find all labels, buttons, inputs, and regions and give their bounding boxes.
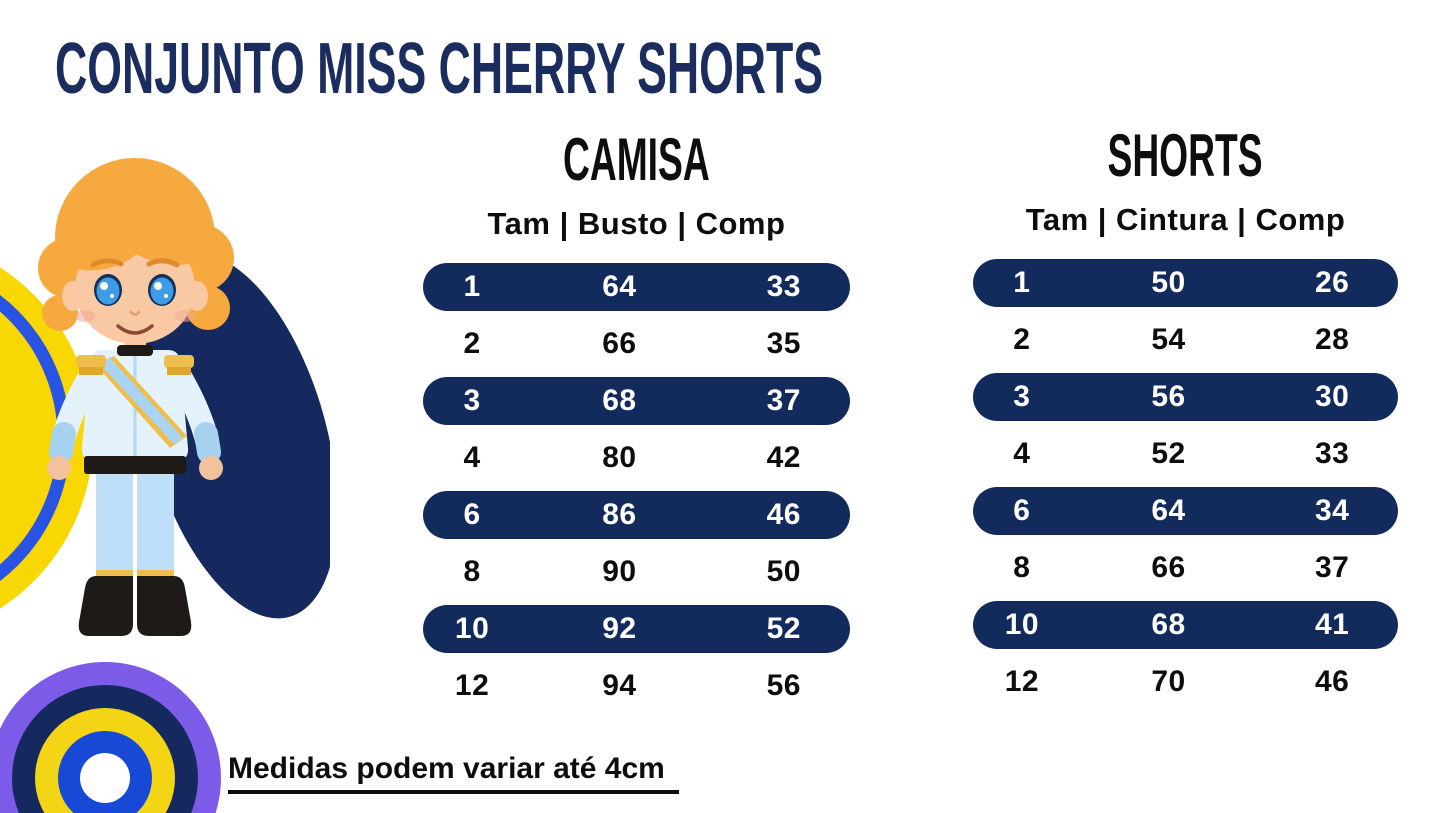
cintura-cell: 54 bbox=[1151, 322, 1186, 356]
tam-cell: 1 bbox=[1013, 265, 1031, 299]
table-row: 3 56 30 bbox=[973, 372, 1398, 421]
comp-cell: 35 bbox=[766, 326, 801, 360]
table-row: 8 66 37 bbox=[973, 539, 1398, 596]
comp-cell: 41 bbox=[1314, 607, 1350, 641]
tam-cell: 10 bbox=[1004, 607, 1040, 641]
tam-cell: 8 bbox=[1013, 550, 1031, 584]
rainbow-icon bbox=[0, 662, 221, 813]
table-row: 4 80 42 bbox=[423, 429, 850, 486]
cintura-cell: 50 bbox=[1151, 265, 1186, 299]
measurement-disclaimer: Medidas podem variar até 4cm bbox=[228, 752, 679, 794]
table-row: 3 68 37 bbox=[423, 376, 850, 425]
camisa-rows: 1 64 33 2 66 35 3 68 37 4 80 42 6 86 bbox=[423, 258, 850, 714]
tam-cell: 12 bbox=[1004, 664, 1040, 698]
table-row: 2 66 35 bbox=[423, 315, 850, 372]
table-row: 12 70 46 bbox=[973, 653, 1398, 710]
comp-cell: 42 bbox=[766, 440, 801, 474]
cintura-cell: 52 bbox=[1151, 436, 1186, 470]
comp-cell: 30 bbox=[1314, 379, 1350, 413]
busto-cell: 66 bbox=[602, 326, 637, 360]
busto-cell: 92 bbox=[602, 611, 637, 645]
tam-cell: 4 bbox=[1013, 436, 1031, 470]
cintura-cell: 56 bbox=[1151, 379, 1186, 413]
prince-boy-icon bbox=[0, 158, 338, 636]
prince-character-illustration bbox=[0, 118, 338, 663]
table-row: 10 92 52 bbox=[423, 604, 850, 653]
table-row: 1 50 26 bbox=[973, 258, 1398, 307]
shorts-heading: SHORTS bbox=[1107, 121, 1264, 189]
comp-cell: 37 bbox=[1314, 550, 1350, 584]
tam-cell: 6 bbox=[463, 497, 481, 531]
busto-cell: 90 bbox=[602, 554, 637, 588]
tam-cell: 3 bbox=[463, 383, 481, 417]
tam-cell: 2 bbox=[1013, 322, 1031, 356]
comp-cell: 28 bbox=[1314, 322, 1350, 356]
table-row: 6 86 46 bbox=[423, 490, 850, 539]
tam-cell: 10 bbox=[454, 611, 490, 645]
table-row: 2 54 28 bbox=[973, 311, 1398, 368]
tam-cell: 1 bbox=[463, 269, 481, 303]
cintura-cell: 70 bbox=[1151, 664, 1186, 698]
comp-cell: 56 bbox=[766, 668, 801, 702]
comp-cell: 46 bbox=[766, 497, 801, 531]
tam-cell: 12 bbox=[454, 668, 490, 702]
shorts-rows: 1 50 26 2 54 28 3 56 30 4 52 33 6 64 bbox=[973, 254, 1398, 710]
comp-cell: 34 bbox=[1314, 493, 1350, 527]
table-row: 6 64 34 bbox=[973, 486, 1398, 535]
busto-cell: 94 bbox=[602, 668, 637, 702]
rainbow-arch-illustration bbox=[0, 640, 238, 813]
comp-cell: 46 bbox=[1314, 664, 1350, 698]
table-row: 12 94 56 bbox=[423, 657, 850, 714]
table-row: 4 52 33 bbox=[973, 425, 1398, 482]
tam-cell: 3 bbox=[1013, 379, 1031, 413]
page-title: CONJUNTO MISS CHERRY SHORTS bbox=[55, 29, 824, 109]
table-row: 10 68 41 bbox=[973, 600, 1398, 649]
cintura-cell: 66 bbox=[1151, 550, 1186, 584]
shorts-columns-header: Tam | Cintura | Comp bbox=[1025, 202, 1346, 237]
busto-cell: 80 bbox=[602, 440, 637, 474]
busto-cell: 86 bbox=[602, 497, 637, 531]
comp-cell: 37 bbox=[766, 383, 801, 417]
shorts-size-table: SHORTS Tam | Cintura | Comp 1 50 26 2 54… bbox=[973, 121, 1398, 710]
comp-cell: 33 bbox=[1314, 436, 1350, 470]
camisa-columns-header: Tam | Busto | Comp bbox=[487, 206, 786, 241]
busto-cell: 64 bbox=[602, 269, 637, 303]
comp-cell: 26 bbox=[1314, 265, 1350, 299]
camisa-heading: CAMISA bbox=[563, 125, 710, 193]
tam-cell: 2 bbox=[463, 326, 481, 360]
tam-cell: 6 bbox=[1013, 493, 1031, 527]
table-row: 8 90 50 bbox=[423, 543, 850, 600]
comp-cell: 50 bbox=[766, 554, 801, 588]
cintura-cell: 68 bbox=[1151, 607, 1186, 641]
tam-cell: 4 bbox=[463, 440, 481, 474]
tam-cell: 8 bbox=[463, 554, 481, 588]
comp-cell: 52 bbox=[766, 611, 801, 645]
table-row: 1 64 33 bbox=[423, 262, 850, 311]
busto-cell: 68 bbox=[602, 383, 637, 417]
cintura-cell: 64 bbox=[1151, 493, 1186, 527]
comp-cell: 33 bbox=[766, 269, 801, 303]
camisa-size-table: CAMISA Tam | Busto | Comp 1 64 33 2 66 3… bbox=[423, 125, 850, 714]
